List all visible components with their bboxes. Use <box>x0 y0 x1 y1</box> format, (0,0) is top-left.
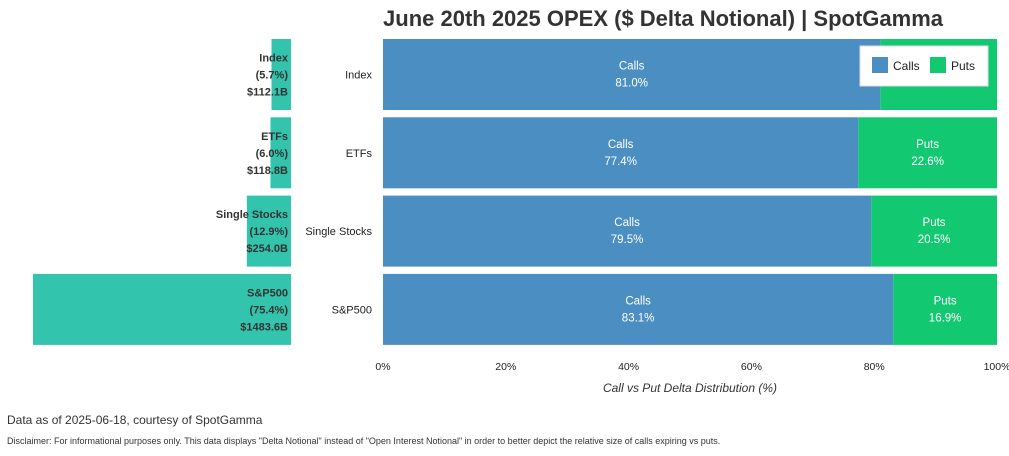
x-axis-label: Call vs Put Delta Distribution (%) <box>603 381 777 395</box>
x-axis: 0% 20% 40% 60% 80% 100% <box>375 361 1009 373</box>
bar-calls-sp500 <box>383 273 894 345</box>
chart-legend: Calls Puts <box>859 45 989 87</box>
share-notional-index: $112.1B <box>247 87 288 99</box>
bar-label-name-calls-sp500: Calls <box>625 295 651 307</box>
x-tick-3: 60% <box>741 361 762 373</box>
opex-delta-chart: June 20th 2025 OPEX ($ Delta Notional) |… <box>33 6 1009 395</box>
bar-label-name-calls-etfs: Calls <box>608 139 634 151</box>
data-source-note: Data as of 2025-06-18, courtesy of SpotG… <box>7 413 263 427</box>
share-notional-sp500: $1483.6B <box>240 321 288 333</box>
legend-label-calls: Calls <box>893 59 920 73</box>
bar-label-value-puts-single-stocks: 20.5% <box>918 234 951 246</box>
share-pct-index: (5.7%) <box>256 70 289 82</box>
chart-title: June 20th 2025 OPEX ($ Delta Notional) |… <box>383 6 944 31</box>
bar-label-value-calls-index: 81.0% <box>615 78 648 90</box>
share-pct-sp500: (75.4%) <box>249 304 288 316</box>
category-label-etfs: ETFs <box>346 148 373 160</box>
legend-swatch-puts <box>930 57 946 73</box>
bar-label-value-calls-etfs: 77.4% <box>604 156 637 168</box>
disclaimer-note: Disclaimer: For informational purposes o… <box>7 436 721 446</box>
share-notional-etfs: $118.8B <box>247 165 288 177</box>
share-name-etfs: ETFs <box>261 131 288 143</box>
x-tick-4: 80% <box>864 361 885 373</box>
bar-puts-etfs <box>858 117 997 189</box>
share-bar-sp500 <box>33 273 291 345</box>
share-pct-etfs: (6.0%) <box>256 148 289 160</box>
bar-calls-single-stocks <box>383 195 872 267</box>
bar-puts-single-stocks <box>871 195 997 267</box>
legend-label-puts: Puts <box>951 59 975 73</box>
category-label-sp500: S&P500 <box>332 304 372 316</box>
share-bar-index <box>271 39 291 110</box>
share-pct-single-stocks: (12.9%) <box>249 226 288 238</box>
bar-label-value-puts-etfs: 22.6% <box>911 156 944 168</box>
category-label-single-stocks: Single Stocks <box>305 226 372 238</box>
category-label-index: Index <box>345 70 372 82</box>
x-tick-2: 40% <box>618 361 639 373</box>
bar-label-value-puts-sp500: 16.9% <box>929 312 962 324</box>
share-notional-single-stocks: $254.0B <box>246 243 288 255</box>
bar-label-name-puts-single-stocks: Puts <box>923 217 946 229</box>
x-tick-0: 0% <box>375 361 390 373</box>
legend-swatch-calls <box>872 57 888 73</box>
bar-label-value-calls-sp500: 83.1% <box>622 312 655 324</box>
bar-label-name-calls-single-stocks: Calls <box>614 217 640 229</box>
bar-label-name-puts-sp500: Puts <box>934 295 957 307</box>
bar-label-name-calls-index: Calls <box>619 61 645 73</box>
x-tick-5: 100% <box>984 361 1009 373</box>
share-name-sp500: S&P500 <box>247 287 288 299</box>
share-name-single-stocks: Single Stocks <box>216 209 288 221</box>
share-name-index: Index <box>259 53 289 65</box>
bar-label-name-puts-etfs: Puts <box>916 139 939 151</box>
bar-calls-index <box>383 39 881 110</box>
left-bars-group: Index (5.7%) $112.1B ETFs (6.0%) $118.8B Singl… <box>33 39 291 345</box>
share-bar-single-stocks <box>246 195 291 267</box>
x-tick-1: 20% <box>495 361 516 373</box>
bar-calls-etfs <box>383 117 859 189</box>
bar-label-value-calls-single-stocks: 79.5% <box>611 234 644 246</box>
share-bar-etfs <box>270 117 291 189</box>
bar-puts-sp500 <box>893 273 997 345</box>
